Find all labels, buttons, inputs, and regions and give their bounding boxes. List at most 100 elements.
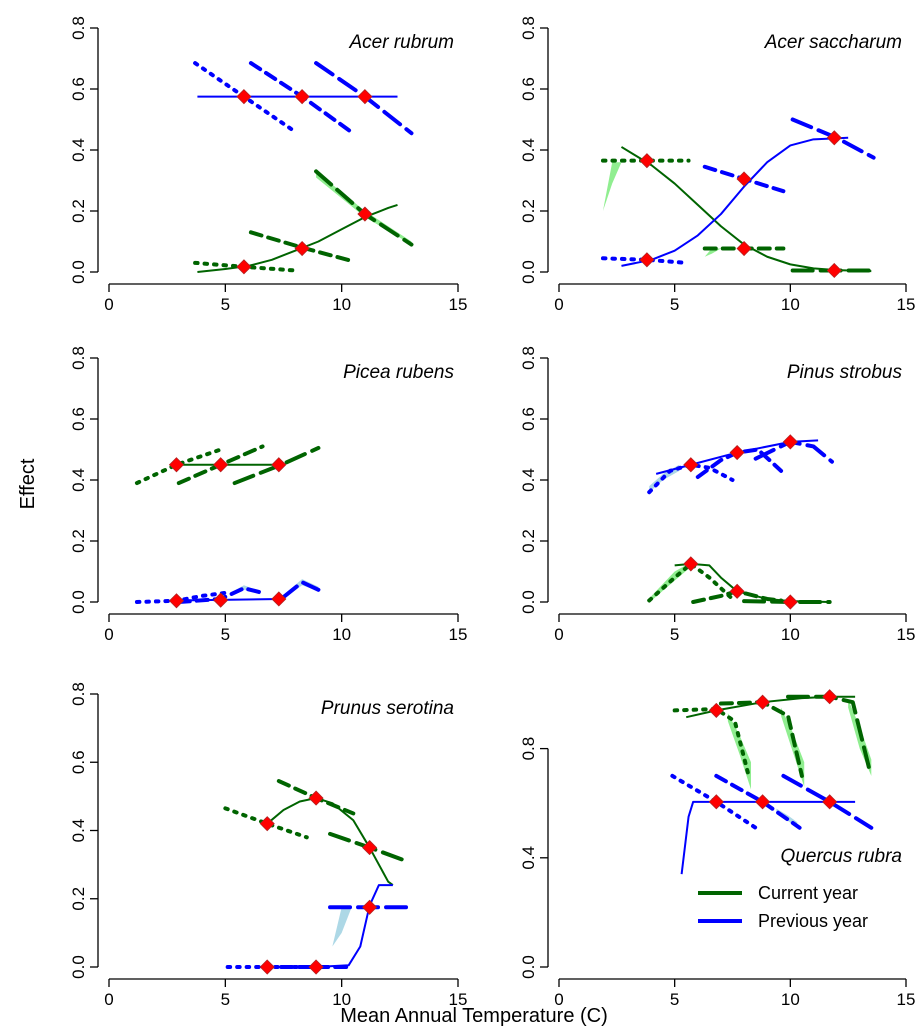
panel-pinus-strobus: 0 5 10 15 0.0 0.2 0.4 0.6 0.8 Pinus strobus <box>519 346 915 644</box>
x-tick-label: 5 <box>670 295 679 314</box>
y-tick-label: 0.4 <box>519 138 538 162</box>
y-tick-label: 0.4 <box>69 468 88 492</box>
y-tick-label: 0.8 <box>69 682 88 706</box>
marker-diamond <box>755 694 771 710</box>
x-tick-label: 10 <box>332 295 351 314</box>
current-year-dotted-line <box>672 707 751 778</box>
previous-year-dotted-line <box>134 590 228 604</box>
marker-diamond <box>755 794 771 810</box>
marker-diamond <box>826 262 842 279</box>
marker-diamond <box>782 594 798 610</box>
y-tick-label: 0.8 <box>69 346 88 370</box>
legend-label-current: Current year <box>758 883 858 903</box>
panel-quercus-rubra: 0 5 10 15 0.0 0.4 0.8 Quercus rubra <box>519 689 915 1009</box>
panel-title: Prunus serotina <box>321 698 454 719</box>
current-year-longdash-line <box>786 694 871 770</box>
x-tick-label: 10 <box>781 295 800 314</box>
current-year-solid-line <box>266 797 394 886</box>
marker-diamond <box>729 444 745 461</box>
x-tick-label: 0 <box>554 625 563 644</box>
x-tick-label: 10 <box>781 990 800 1009</box>
y-tick-label: 0.4 <box>519 846 538 870</box>
previous-year-longdash-line <box>753 439 834 464</box>
x-axis-title: Mean Annual Temperature (C) <box>340 1005 608 1027</box>
current-year-confidence-band <box>781 707 805 787</box>
panel-title: Pinus strobus <box>787 362 903 383</box>
previous-year-dashed-line <box>176 586 265 604</box>
x-tick-label: 15 <box>897 295 916 314</box>
previous-year-solid-line <box>176 597 282 602</box>
panel-acer-saccharum: 0 5 10 15 0.0 0.2 0.4 0.6 0.8 Acer saccharum <box>519 16 915 314</box>
x-tick-label: 10 <box>332 990 351 1009</box>
marker-diamond <box>708 702 724 718</box>
y-tick-label: 0.4 <box>69 138 88 162</box>
panel-title: Acer saccharum <box>764 32 902 53</box>
y-tick-label: 0.2 <box>69 199 88 223</box>
marker-diamond <box>826 130 842 146</box>
panel-picea-rubens: 0 5 10 15 0.0 0.2 0.4 0.6 0.8 Picea rubens <box>69 346 467 644</box>
y-tick-label: 0.8 <box>69 16 88 40</box>
x-tick-label: 5 <box>221 990 230 1009</box>
marker-diamond <box>708 794 724 810</box>
marker-diamond <box>729 583 745 599</box>
current-year-dotted-line <box>134 447 223 486</box>
marker-diamond <box>736 240 752 257</box>
current-year-confidence-band <box>602 162 622 211</box>
legend: Current year Previous year <box>698 883 868 931</box>
y-tick-label: 0.6 <box>519 77 538 101</box>
y-tick-label: 0.6 <box>519 407 538 431</box>
marker-diamond <box>782 434 798 450</box>
legend-label-previous: Previous year <box>758 911 868 931</box>
x-tick-label: 0 <box>554 990 563 1009</box>
marker-diamond <box>362 839 378 856</box>
x-tick-label: 5 <box>670 625 679 644</box>
previous-year-confidence-band <box>332 907 351 947</box>
marker-diamond <box>639 153 655 169</box>
panels-container: 0 5 10 15 0.0 0.2 0.4 0.6 0.8 Acer rubrum 0 5 10 15 0.… <box>69 16 915 1009</box>
x-tick-label: 0 <box>104 990 113 1009</box>
y-tick-label: 0.0 <box>69 955 88 979</box>
x-tick-label: 5 <box>221 295 230 314</box>
x-tick-label: 15 <box>897 625 916 644</box>
marker-diamond <box>683 457 699 473</box>
current-year-longdash-line <box>232 445 321 486</box>
marker-diamond <box>259 816 275 832</box>
y-tick-label: 0.0 <box>69 590 88 614</box>
marker-diamond <box>362 899 378 915</box>
marker-diamond <box>736 171 752 187</box>
marker-diamond <box>639 252 655 268</box>
y-tick-label: 0.2 <box>519 529 538 553</box>
x-tick-label: 10 <box>332 625 351 644</box>
marker-diamond <box>271 457 287 473</box>
x-tick-label: 0 <box>554 295 563 314</box>
marker-diamond <box>168 593 185 609</box>
x-tick-label: 0 <box>104 625 113 644</box>
y-tick-label: 0.8 <box>519 737 538 761</box>
marker-diamond <box>357 89 373 105</box>
previous-year-confidence-band <box>285 579 319 598</box>
y-tick-label: 0.6 <box>69 750 88 774</box>
panel-title: Acer rubrum <box>348 32 454 53</box>
previous-year-dotted-line <box>600 256 689 265</box>
y-tick-label: 0.0 <box>519 260 538 284</box>
previous-year-longdash-line <box>279 580 321 601</box>
marker-diamond <box>294 89 310 105</box>
y-tick-label: 0.2 <box>69 887 88 911</box>
y-tick-label: 0.0 <box>69 260 88 284</box>
y-tick-label: 0.4 <box>69 819 88 843</box>
marker-diamond <box>168 457 185 473</box>
x-tick-label: 5 <box>221 625 230 644</box>
panel-prunus-serotina: 0 5 10 15 0.0 0.2 0.4 0.6 0.8 Prunus serotina <box>69 682 467 1009</box>
y-tick-label: 0.0 <box>519 955 538 979</box>
y-tick-label: 0.2 <box>69 529 88 553</box>
x-tick-label: 0 <box>104 295 113 314</box>
marker-diamond <box>357 206 373 222</box>
marker-diamond <box>822 689 838 705</box>
marker-diamond <box>271 591 287 607</box>
y-axis-title: Effect <box>17 458 39 509</box>
previous-year-longdash-line <box>781 773 874 830</box>
current-year-confidence-band <box>727 713 752 790</box>
y-tick-label: 0.4 <box>519 468 538 492</box>
marker-diamond <box>259 959 275 975</box>
